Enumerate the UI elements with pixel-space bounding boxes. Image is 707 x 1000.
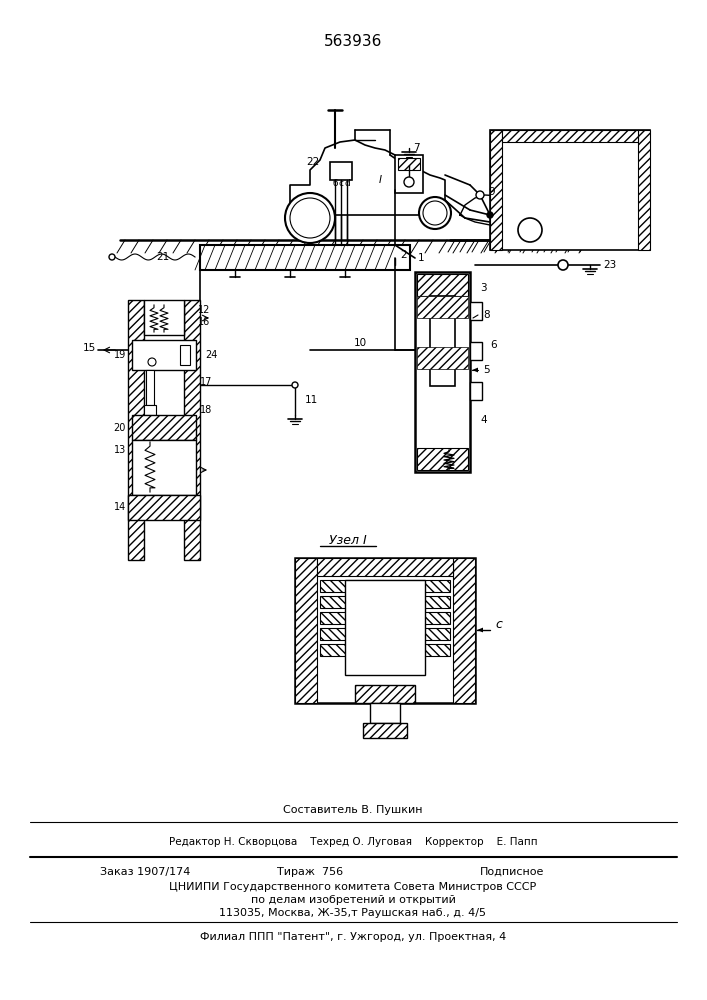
Polygon shape (472, 368, 478, 372)
Bar (417, 347, 468, 369)
Bar (320, 628, 450, 640)
Circle shape (419, 197, 451, 229)
Bar (144, 405, 156, 415)
Bar (320, 580, 450, 592)
Text: 16: 16 (198, 317, 210, 327)
Text: Заказ 1907/174: Заказ 1907/174 (100, 867, 190, 877)
Circle shape (285, 193, 335, 243)
Text: 15: 15 (83, 343, 96, 353)
Bar (453, 558, 475, 703)
Bar (417, 274, 468, 296)
Circle shape (423, 201, 447, 225)
Circle shape (518, 218, 542, 242)
Bar (200, 245, 410, 270)
Text: 10: 10 (354, 338, 366, 348)
Circle shape (292, 382, 298, 388)
Text: 4: 4 (480, 415, 486, 425)
Bar (417, 296, 468, 318)
Bar (470, 342, 482, 360)
Text: 13: 13 (114, 445, 126, 455)
Bar (470, 382, 482, 400)
Text: Составитель В. Пушкин: Составитель В. Пушкин (284, 805, 423, 815)
Bar (398, 158, 420, 170)
Text: 8: 8 (483, 310, 490, 320)
Bar (132, 415, 196, 440)
Bar (320, 612, 450, 624)
Text: с: с (339, 178, 344, 188)
Circle shape (487, 212, 493, 218)
Bar (180, 345, 190, 365)
Text: 1: 1 (418, 253, 425, 263)
Text: Редактор Н. Скворцова    Техред О. Луговая    Корректор    Е. Папп: Редактор Н. Скворцова Техред О. Луговая … (169, 837, 537, 847)
Bar (355, 685, 415, 703)
Circle shape (476, 191, 484, 199)
Text: Филиал ППП "Патент", г. Ужгород, ул. Проектная, 4: Филиал ППП "Патент", г. Ужгород, ул. Про… (200, 932, 506, 942)
Text: 113035, Москва, Ж-35,т Раушская наб., д. 4/5: 113035, Москва, Ж-35,т Раушская наб., д.… (219, 908, 486, 918)
Bar (295, 558, 475, 703)
Text: с: с (495, 618, 502, 632)
Text: 11: 11 (305, 395, 318, 405)
Text: Подписное: Подписное (480, 867, 544, 877)
Text: 22: 22 (307, 157, 320, 167)
Text: 5: 5 (483, 365, 490, 375)
Bar (146, 370, 154, 405)
Bar (395, 155, 423, 193)
Text: Тираж  756: Тираж 756 (277, 867, 343, 877)
Bar (184, 300, 200, 560)
Text: по делам изобретений и открытий: по делам изобретений и открытий (250, 895, 455, 905)
Text: 3: 3 (480, 283, 486, 293)
Bar (128, 300, 144, 560)
Text: 18: 18 (200, 405, 212, 415)
Text: 563936: 563936 (324, 34, 382, 49)
Text: 7: 7 (413, 143, 420, 153)
Text: 24: 24 (205, 350, 217, 360)
Text: 9: 9 (488, 187, 495, 197)
Bar (502, 130, 638, 142)
Bar (430, 296, 455, 386)
Bar (295, 558, 317, 703)
Circle shape (148, 358, 156, 366)
Bar (638, 130, 650, 250)
Text: 14: 14 (114, 502, 126, 512)
Bar (415, 272, 470, 472)
Text: ЦНИИПИ Государственного комитета Совета Министров СССР: ЦНИИПИ Государственного комитета Совета … (170, 882, 537, 892)
Bar (490, 130, 650, 250)
Bar (417, 448, 468, 470)
Text: 21: 21 (157, 252, 170, 262)
Bar (370, 703, 400, 723)
Text: 2: 2 (400, 250, 407, 260)
Text: I: I (378, 175, 382, 185)
Circle shape (477, 192, 483, 198)
Bar (330, 162, 352, 180)
Polygon shape (472, 313, 478, 317)
Text: 19: 19 (114, 350, 126, 360)
Text: 17: 17 (200, 377, 212, 387)
Bar (144, 300, 184, 335)
Bar (317, 558, 453, 576)
Text: б: б (332, 178, 338, 188)
Bar (470, 302, 482, 320)
Bar (320, 596, 450, 608)
Text: 20: 20 (114, 423, 126, 433)
Circle shape (558, 260, 568, 270)
Text: 6: 6 (490, 340, 496, 350)
Bar (132, 440, 196, 495)
Text: 12: 12 (198, 305, 211, 315)
Bar (128, 495, 200, 520)
Text: 23: 23 (603, 260, 617, 270)
Bar (320, 644, 450, 656)
Bar (132, 340, 196, 370)
Bar (490, 130, 502, 250)
Bar (363, 723, 407, 738)
Bar (345, 580, 425, 675)
Polygon shape (477, 628, 483, 632)
Circle shape (290, 198, 330, 238)
Text: d: d (344, 178, 350, 188)
Circle shape (404, 177, 414, 187)
Circle shape (109, 254, 115, 260)
Text: Узел I: Узел I (329, 534, 367, 546)
